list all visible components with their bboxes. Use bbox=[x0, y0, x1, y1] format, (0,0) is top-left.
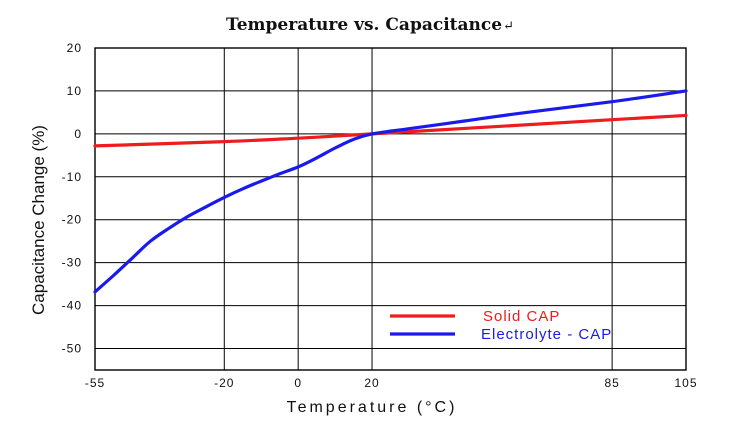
x-tick-label: 85 bbox=[604, 376, 619, 390]
chart-title: Temperature vs. Capacitance↵ bbox=[226, 15, 514, 35]
y-tick-label: -50 bbox=[62, 342, 82, 356]
y-axis-label: Capacitance Change (%) bbox=[29, 125, 48, 315]
x-axis-label: Temperature (°C) bbox=[287, 399, 458, 416]
y-tick-label: -40 bbox=[62, 299, 82, 313]
x-tick-label: -20 bbox=[214, 376, 234, 390]
legend-label: Solid CAP bbox=[483, 308, 560, 325]
y-tick-label: 20 bbox=[67, 41, 82, 55]
x-tick-label: -55 bbox=[85, 376, 105, 390]
y-tick-labels: 20 10 0 -10 -20 -30 -40 -50 bbox=[62, 41, 82, 356]
plot-frame bbox=[94, 47, 687, 371]
y-tick-label: 10 bbox=[67, 84, 82, 98]
legend-label: Electrolyte - CAP bbox=[481, 326, 612, 343]
title-return-mark: ↵ bbox=[503, 19, 514, 34]
y-tick-label: -10 bbox=[62, 170, 82, 184]
series-line-solid-cap bbox=[93, 113, 688, 148]
x-tick-label: 105 bbox=[674, 376, 697, 390]
series-line-electrolyte-cap bbox=[93, 89, 688, 294]
x-tick-label: 20 bbox=[364, 376, 379, 390]
x-tick-labels: -55 -20 0 20 85 105 bbox=[85, 376, 697, 390]
series-layer bbox=[93, 89, 688, 294]
x-tick-label: 0 bbox=[294, 376, 302, 390]
y-tick-label: -30 bbox=[62, 256, 82, 270]
grid bbox=[94, 47, 687, 370]
y-tick-label: -20 bbox=[62, 213, 82, 227]
y-tick-label: 0 bbox=[74, 127, 82, 141]
